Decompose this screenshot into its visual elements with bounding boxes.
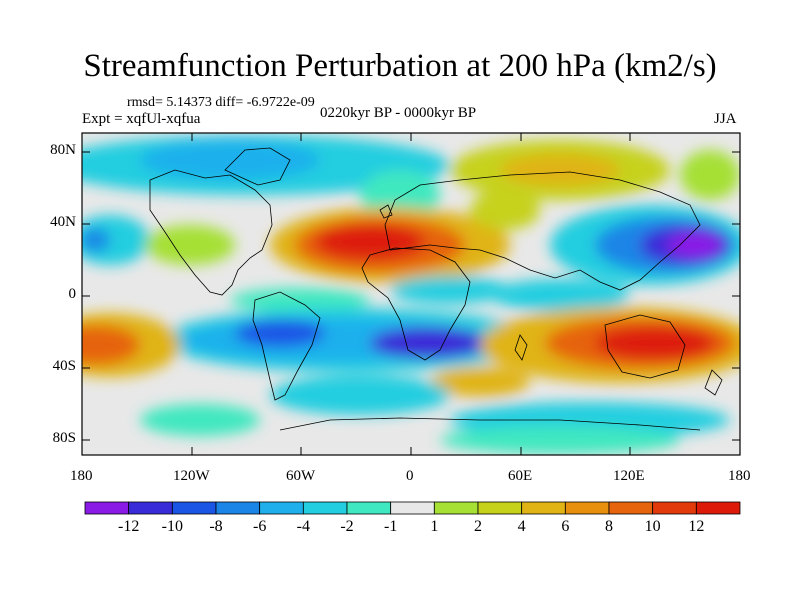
colorbar-label: 2: [474, 518, 482, 535]
colorbar-label: 8: [605, 518, 613, 535]
colorbar-swatch: [433, 501, 479, 515]
lon-label-180e: 180: [728, 468, 751, 484]
colorbar-label: -1: [383, 518, 398, 535]
lat-label-80s: 80S: [52, 430, 76, 446]
season-label: JJA: [714, 111, 737, 127]
colorbar-label: -4: [296, 518, 310, 535]
colorbar-swatch: [477, 501, 523, 515]
colorbar-swatch: [84, 501, 130, 515]
colorbar-label: 6: [561, 518, 570, 535]
colorbar-swatch: [215, 501, 261, 515]
colorbar-swatch: [390, 501, 435, 515]
colorbar-swatch: [128, 501, 173, 515]
colorbar-label: 12: [688, 518, 705, 535]
colorbar-label: -10: [161, 518, 183, 535]
colorbar-label: 4: [517, 518, 526, 535]
lon-label-180w: 180: [70, 468, 93, 484]
colorbar-swatch: [608, 501, 654, 515]
lat-label-40n: 40N: [50, 214, 76, 230]
period-label: 0220kyr BP - 0000kyr BP: [320, 105, 477, 121]
axis-ticks: [82, 133, 740, 455]
colorbar-label: 1: [430, 518, 439, 535]
colorbar-swatch: [564, 501, 610, 515]
colorbar-swatch: [652, 501, 697, 515]
lon-label-0: 0: [406, 468, 414, 484]
lon-label-120e: 120E: [613, 468, 645, 484]
lat-label-0: 0: [68, 286, 77, 302]
colorbar-swatch: [302, 501, 348, 515]
lon-label-120w: 120W: [173, 468, 210, 484]
streamfunction-field: [82, 133, 740, 455]
colorbar-swatch: [695, 501, 741, 515]
colorbar-label: -12: [117, 518, 140, 535]
colorbar-label: -8: [209, 518, 223, 535]
colorbar-swatch: [521, 501, 566, 515]
colorbar-label: 10: [644, 518, 661, 535]
colorbar-swatch: [171, 501, 217, 515]
experiment-label: Expt = xqfUl-xqfua: [82, 111, 201, 127]
lon-label-60w: 60W: [286, 468, 316, 484]
lat-label-40s: 40S: [52, 358, 76, 374]
lon-label-60e: 60E: [508, 468, 533, 484]
stats-text: rmsd= 5.14373 diff= -6.9722e-09: [127, 95, 315, 110]
map-title: Streamfunction Perturbation at 200 hPa (…: [83, 48, 717, 84]
colorbar: [84, 501, 741, 515]
colorbar-swatch: [346, 501, 392, 515]
colorbar-label: -2: [340, 518, 354, 535]
coastlines: [149, 147, 723, 431]
lat-label-80n: 80N: [50, 142, 76, 158]
colorbar-swatch: [259, 501, 304, 515]
colorbar-label: -6: [252, 518, 267, 535]
